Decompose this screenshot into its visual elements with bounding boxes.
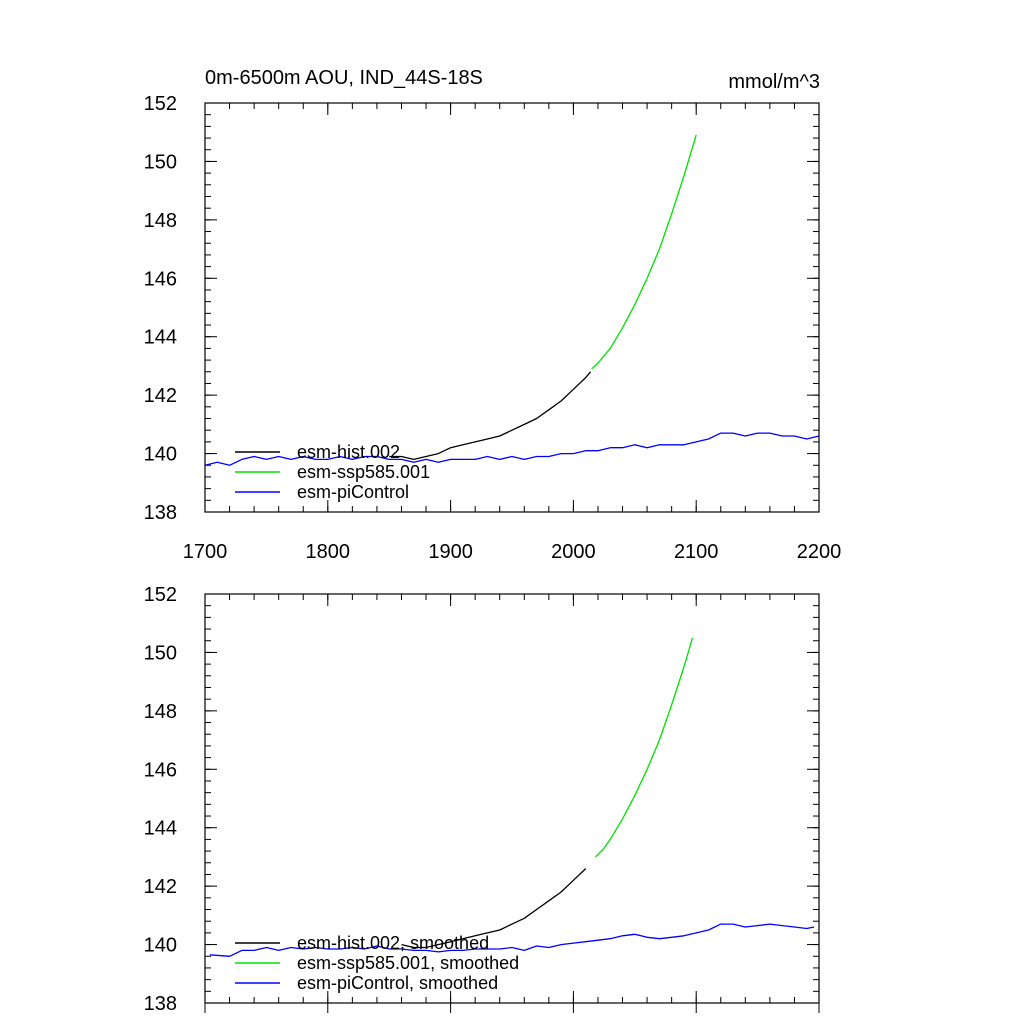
y-tick-label: 142 <box>144 385 177 407</box>
y-tick-label: 138 <box>144 993 177 1015</box>
legend-label: esm-piControl, smoothed <box>297 973 498 993</box>
plot-frame <box>204 593 820 1004</box>
x-tick-label: 2200 <box>797 541 842 563</box>
tick-marks <box>204 102 820 513</box>
x-tick-label: 2100 <box>674 541 719 563</box>
legend-label: esm-ssp585.001, smoothed <box>297 953 519 973</box>
series-line-1 <box>591 134 697 370</box>
series-lines <box>209 637 815 957</box>
x-tick-label: 1700 <box>183 541 228 563</box>
series-lines <box>204 134 820 466</box>
legend-label: esm-ssp585.001 <box>297 462 430 482</box>
x-tick-label: 1900 <box>428 541 473 563</box>
units-label: mmol/m^3 <box>728 71 820 93</box>
top-panel: 0m-6500m AOU, IND_44S-18S mmol/m^3 138 14… <box>144 67 842 563</box>
y-tick-label: 152 <box>144 93 177 115</box>
y-tick-label: 146 <box>144 759 177 781</box>
series-line-2 <box>209 923 815 957</box>
x-tick-label: 2000 <box>551 541 596 563</box>
x-tick-label: 1800 <box>306 541 351 563</box>
bottom-panel: 138 140 142 144 146 148 150 152 esm-hist.002, s… <box>144 584 820 1015</box>
panel-title: 0m-6500m AOU, IND_44S-18S <box>205 67 483 89</box>
legend-label: esm-hist.002 <box>297 442 400 462</box>
series-line-2 <box>204 432 820 466</box>
y-tick-label: 138 <box>144 502 177 524</box>
y-tick-label: 150 <box>144 151 177 173</box>
y-tick-label: 140 <box>144 935 177 957</box>
x-tick-labels: 1700 1800 1900 2000 2100 2200 <box>183 541 842 563</box>
y-tick-label: 150 <box>144 642 177 664</box>
y-tick-label: 142 <box>144 876 177 898</box>
series-line-1 <box>595 637 694 858</box>
y-tick-label: 144 <box>144 818 177 840</box>
y-tick-labels: 138 140 142 144 146 148 150 152 <box>144 93 177 524</box>
y-tick-label: 144 <box>144 327 177 349</box>
y-tick-label: 152 <box>144 584 177 606</box>
plot-frame <box>204 102 820 513</box>
legend-label: esm-piControl <box>297 482 409 502</box>
y-tick-label: 140 <box>144 444 177 466</box>
legend-label: esm-hist.002, smoothed <box>297 933 489 953</box>
y-tick-label: 148 <box>144 210 177 232</box>
y-tick-label: 148 <box>144 701 177 723</box>
y-tick-labels: 138 140 142 144 146 148 150 152 <box>144 584 177 1015</box>
series-line-0 <box>401 868 587 949</box>
series-line-0 <box>389 371 592 461</box>
y-tick-label: 146 <box>144 268 177 290</box>
